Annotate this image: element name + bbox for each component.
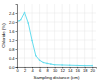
point — [69, 64, 71, 66]
x-tick-label: 6 — [39, 68, 42, 73]
x-tick-label: 18 — [83, 68, 88, 73]
grid-line-x — [17, 4, 18, 67]
point — [31, 40, 33, 42]
y-axis-title: Chloride (%) — [1, 23, 6, 48]
grid-line-y — [17, 13, 96, 14]
point — [61, 64, 63, 66]
point — [35, 55, 37, 57]
y-tick-mark — [16, 49, 18, 50]
x-tick-label: 4 — [31, 68, 34, 73]
grid-line-y — [17, 49, 96, 50]
y-tick: 0.0 — [9, 65, 17, 70]
y-tick-label: 2.4 — [9, 11, 15, 16]
point — [24, 12, 26, 14]
grid-line-y — [17, 31, 96, 32]
y-tick-label: 0.8 — [9, 47, 15, 52]
point — [27, 22, 29, 24]
x-tick-label: 10 — [53, 68, 58, 73]
grid-line-x — [62, 4, 63, 67]
grid-line-y — [17, 40, 96, 41]
grid-line-x — [69, 4, 70, 67]
x-tick-label: 14 — [68, 68, 73, 73]
y-tick-label: 1.2 — [9, 38, 15, 43]
x-tick: 18 — [83, 67, 88, 73]
y-tick: 0.8 — [9, 47, 17, 52]
y-tick-label: 2.0 — [9, 20, 15, 25]
x-tick: 12 — [60, 67, 65, 73]
y-tick-mark — [16, 13, 18, 14]
grid — [17, 4, 96, 67]
y-tick-label: 1.6 — [9, 29, 15, 34]
plot: 02468 101214161820 0.0 0.4 0.8 1.2 1.6 2.0 2.4 — [9, 4, 97, 73]
x-tick: 8 — [46, 67, 49, 73]
point — [91, 65, 93, 67]
grid-line-x — [47, 4, 48, 67]
y-tick-label: 0.0 — [9, 65, 15, 70]
y-tick-mark — [16, 58, 18, 59]
y-tick-mark — [16, 67, 18, 68]
grid-line-x — [92, 4, 93, 67]
y-tick: 1.2 — [9, 38, 17, 43]
y-tick: 2.4 — [9, 11, 17, 16]
y-tick-mark — [16, 22, 18, 23]
grid-line-y — [17, 22, 96, 23]
x-tick: 4 — [31, 67, 34, 73]
y-tick-mark — [16, 40, 18, 41]
x-tick: 6 — [39, 67, 42, 73]
x-tick: 20 — [91, 67, 96, 73]
line — [19, 13, 92, 66]
x-tick: 2 — [24, 67, 27, 73]
x-tick-label: 20 — [91, 68, 96, 73]
y-axis-line — [16, 5, 18, 68]
y-tick-mark — [16, 31, 18, 32]
grid-line-x — [77, 4, 78, 67]
point — [43, 62, 45, 64]
x-tick: 14 — [68, 67, 73, 73]
grid-line-x — [32, 4, 33, 67]
point — [76, 65, 78, 67]
grid-line-y — [17, 58, 96, 59]
y-tick: 1.6 — [9, 29, 17, 34]
chart: 02468 101214161820 0.0 0.4 0.8 1.2 1.6 2.0 2.4 Sa… — [0, 0, 100, 81]
x-tick-label: 0 — [16, 68, 19, 73]
point — [84, 65, 86, 67]
y-tick-label: 0.4 — [9, 56, 15, 61]
x-tick-label: 12 — [60, 68, 65, 73]
x-tick: 10 — [53, 67, 58, 73]
point — [46, 63, 48, 65]
x-tick-label: 16 — [75, 68, 80, 73]
point — [50, 63, 52, 65]
x-tick: 0 — [16, 67, 19, 73]
grid-line-x — [54, 4, 55, 67]
point — [39, 59, 41, 61]
x-axis: 02468 101214161820 — [16, 67, 96, 73]
y-tick: 2.0 — [9, 20, 17, 25]
x-tick-label: 8 — [46, 68, 49, 73]
point — [20, 19, 22, 21]
x-tick-label: 2 — [24, 68, 27, 73]
y-tick: 0.4 — [9, 56, 17, 61]
marks — [18, 12, 93, 67]
x-axis-title: Sampling distance (cm) — [34, 75, 80, 80]
grid-line-x — [84, 4, 85, 67]
y-axis: 0.0 0.4 0.8 1.2 1.6 2.0 2.4 — [9, 5, 18, 70]
point — [18, 20, 20, 22]
grid-line-x — [39, 4, 40, 67]
point — [54, 64, 56, 66]
x-tick: 16 — [75, 67, 80, 73]
